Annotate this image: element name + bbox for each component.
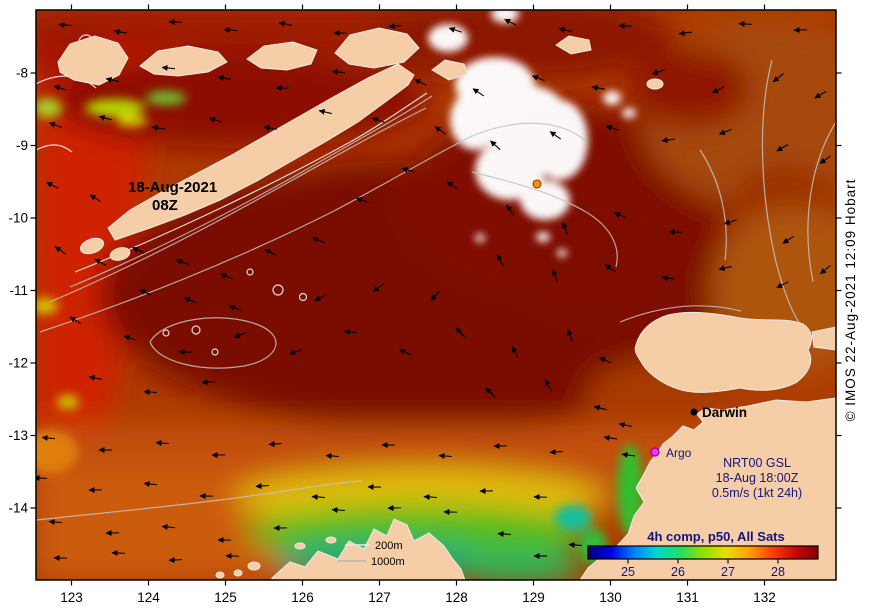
argo-label: Argo (666, 446, 692, 460)
landmass-island (555, 35, 592, 55)
colorbar-tick-label: 28 (771, 565, 785, 579)
lat-tick-label: -8 (16, 66, 28, 81)
lat-tick-label: -14 (8, 501, 28, 516)
landmass-island-chain (57, 35, 129, 86)
lat-tick-label: -12 (8, 356, 28, 371)
contour-200m-label: 200m (375, 540, 403, 552)
argo-float-marker (650, 447, 660, 457)
contour-depth-legend: 200m 1000m (338, 540, 405, 568)
lon-tick-label: 124 (137, 590, 160, 605)
time-annotation: 08Z (152, 197, 178, 214)
landmass-timor (107, 63, 415, 241)
landmass-island (109, 247, 131, 261)
landmass-island (233, 569, 243, 577)
landmass-island (646, 78, 664, 90)
darwin-label: Darwin (702, 405, 747, 420)
axis-tick-labels: 123 124 125 126 127 128 129 130 131 132 -8 -9 -10 -11… (8, 66, 775, 606)
info-line-scale: 0.5m/s (1kt 24h) (712, 486, 802, 500)
info-line-product: NRT00 GSL (723, 456, 791, 470)
lat-tick-label: -11 (9, 283, 28, 298)
composite-label: 4h comp, p50, All Sats (647, 529, 785, 544)
cloud-mask (428, 10, 636, 257)
land-layer (57, 27, 836, 580)
date-annotation: 18-Aug-2021 (128, 179, 217, 196)
lon-tick-label: 129 (522, 590, 545, 605)
darwin-marker (690, 408, 698, 416)
landmass-island (79, 237, 105, 255)
lat-tick-label: -13 (8, 428, 28, 443)
colorbar-tick-label: 25 (621, 565, 635, 579)
colorbar: 25 26 27 28 (587, 545, 819, 579)
landmass-cobourg (811, 326, 836, 351)
axis-ticks (30, 4, 842, 586)
obs-marker (532, 179, 542, 189)
landmass-tiwi-islands (634, 311, 812, 393)
colorbar-tick-label: 26 (671, 565, 685, 579)
landmass-island (431, 59, 468, 81)
lon-tick-label: 131 (676, 590, 699, 605)
landmass-island (215, 571, 225, 579)
lon-tick-label: 127 (368, 590, 391, 605)
landmass-island-chain (246, 41, 318, 71)
lon-tick-label: 128 (445, 590, 468, 605)
copyright-label: © IMOS 22-Aug-2021 12:09 Hobart (843, 179, 858, 422)
map-plot-area (36, 10, 836, 580)
lat-tick-label: -9 (16, 138, 28, 153)
map-annotations: 18-Aug-2021 08Z Darwin Argo NRT00 GSL 18… (128, 179, 858, 568)
landmass-island (294, 542, 306, 550)
lon-tick-label: 126 (291, 590, 314, 605)
colorbar-gradient-bar (587, 545, 819, 560)
landmass-island-chain (334, 27, 420, 69)
colorbar-tick-label: 27 (721, 565, 735, 579)
lon-tick-label: 125 (214, 590, 237, 605)
lon-tick-label: 123 (60, 590, 83, 605)
info-line-datetime: 18-Aug 18:00Z (716, 471, 799, 485)
plot-frame (35, 9, 837, 581)
landmass-island (247, 561, 261, 571)
contour-1000m-label: 1000m (371, 556, 405, 568)
colorbar-ticks: 25 26 27 28 (621, 559, 785, 579)
lon-tick-label: 132 (753, 590, 776, 605)
landmass-island (325, 536, 337, 544)
lat-tick-label: -10 (8, 211, 28, 226)
current-vector-arrows (36, 18, 832, 564)
landmass-kimberley-coast (271, 518, 466, 580)
lon-tick-label: 130 (599, 590, 622, 605)
